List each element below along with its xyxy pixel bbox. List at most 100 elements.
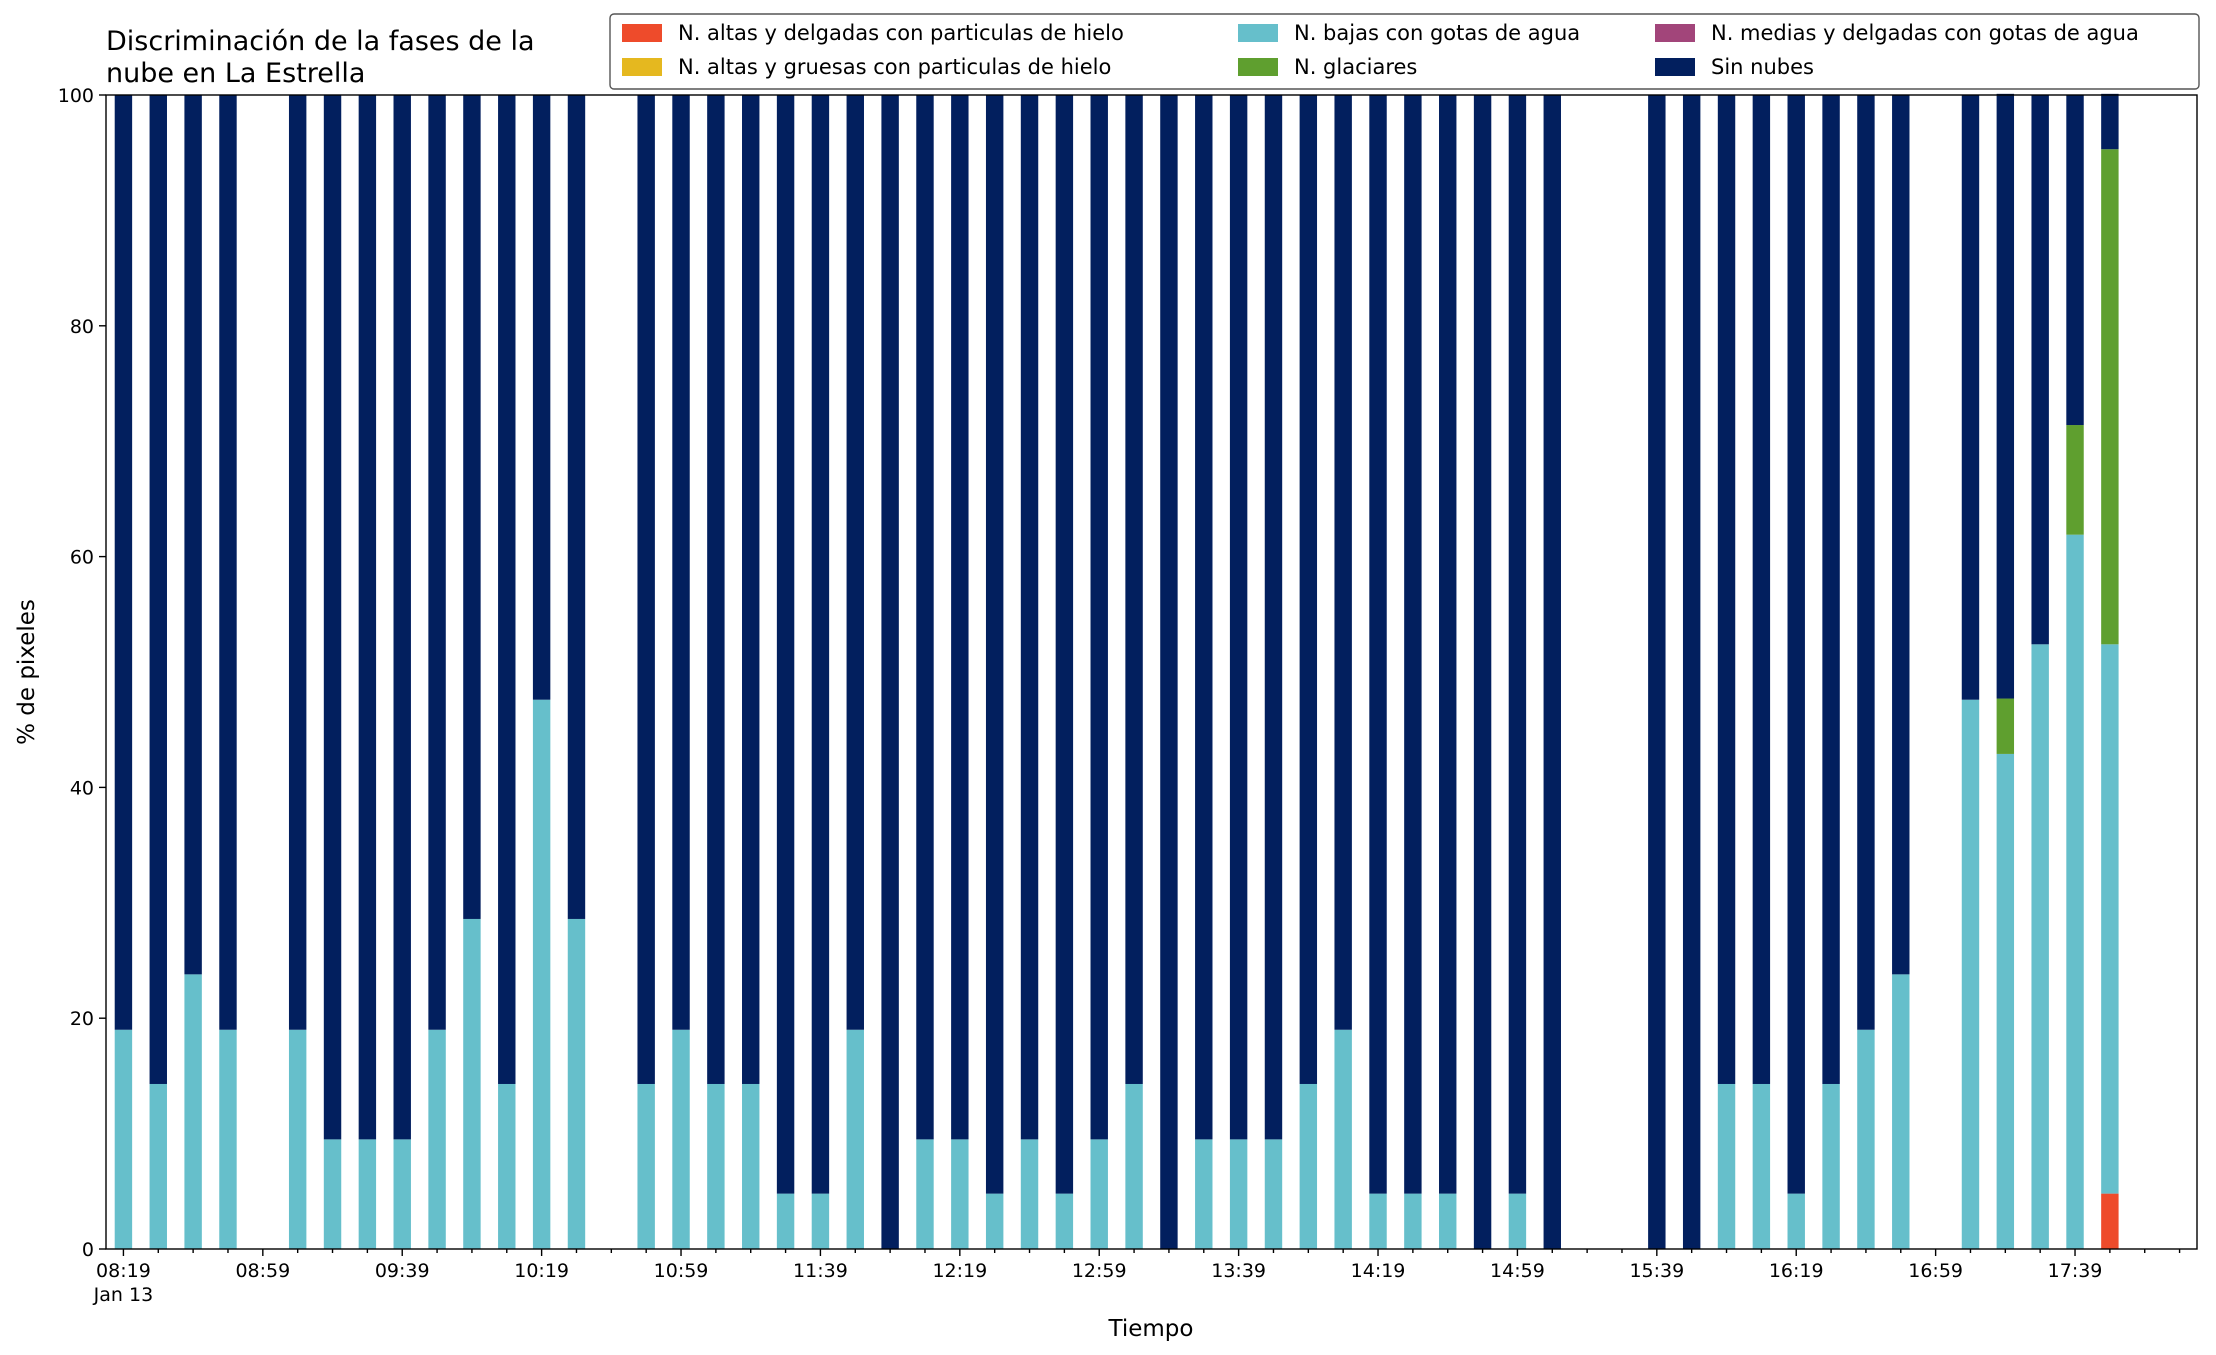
bar-segment bbox=[742, 95, 760, 1084]
bar-segment bbox=[672, 1029, 690, 1249]
chart-title: Discriminación de la fases de la bbox=[106, 26, 535, 57]
bar-segment bbox=[393, 95, 411, 1140]
legend-swatch bbox=[622, 24, 662, 42]
bar-segment bbox=[498, 95, 516, 1084]
bar-segment bbox=[1125, 95, 1143, 1084]
bar-segment bbox=[2101, 149, 2119, 645]
bar-segment bbox=[1961, 699, 1980, 1249]
bar-segment bbox=[1996, 93, 2015, 699]
bar-segment bbox=[358, 1139, 377, 1249]
bar-segment bbox=[846, 95, 864, 1030]
bar-segment bbox=[846, 1029, 864, 1249]
bar-segment bbox=[219, 1029, 237, 1249]
bar-segment bbox=[1996, 698, 2015, 754]
bar-segment bbox=[1717, 95, 1736, 1084]
x-tick-label: 08:19 bbox=[96, 1260, 151, 1282]
bar-segment bbox=[2101, 1193, 2119, 1249]
y-tick-label: 60 bbox=[70, 547, 94, 569]
bar-segment bbox=[2031, 95, 2049, 645]
x-tick-label: 08:59 bbox=[235, 1260, 290, 1282]
bar-segment bbox=[1090, 1139, 1108, 1249]
x-tick-label: 17:39 bbox=[2048, 1260, 2103, 1282]
y-tick-label: 20 bbox=[70, 1008, 94, 1030]
bar-segment bbox=[1822, 1083, 1840, 1249]
legend-swatch bbox=[1655, 58, 1695, 76]
bar-segment bbox=[1055, 95, 1074, 1194]
bar-segment bbox=[672, 95, 690, 1030]
x-tick-label: 10:59 bbox=[654, 1260, 709, 1282]
bar-segment bbox=[1195, 1139, 1213, 1249]
legend-label: Sin nubes bbox=[1711, 55, 1814, 79]
bar-segment bbox=[184, 95, 202, 975]
bar-segment bbox=[1996, 753, 2015, 1249]
bar-segment bbox=[114, 95, 133, 1030]
bar-segment bbox=[1404, 95, 1422, 1194]
bar-segment bbox=[323, 1139, 342, 1249]
y-axis-label: % de pixeles bbox=[14, 599, 40, 745]
bar-segment bbox=[184, 974, 202, 1249]
bar-segment bbox=[1892, 95, 1910, 975]
bar-segment bbox=[916, 1139, 934, 1249]
y-tick-label: 0 bbox=[82, 1239, 94, 1261]
x-tick-label: 13:39 bbox=[1211, 1260, 1266, 1282]
bar-segment bbox=[463, 95, 481, 919]
bar-segment bbox=[1229, 95, 1248, 1140]
bar-segment bbox=[2101, 93, 2119, 150]
bar-segment bbox=[1195, 95, 1213, 1140]
bar-segment bbox=[776, 1193, 795, 1249]
legend-label: N. bajas con gotas de agua bbox=[1294, 21, 1580, 45]
legend-label: N. glaciares bbox=[1294, 55, 1417, 79]
bar-segment bbox=[288, 1029, 307, 1249]
bar-segment bbox=[358, 95, 377, 1140]
bar-segment bbox=[707, 95, 725, 1084]
plot-frame bbox=[105, 94, 2198, 1250]
bar-segment bbox=[1508, 1193, 1527, 1249]
bar-segment bbox=[1857, 1029, 1875, 1249]
bar-segment bbox=[1020, 1139, 1039, 1249]
bar-segment bbox=[2066, 425, 2084, 535]
bar-segment bbox=[219, 95, 237, 1030]
bar-segment bbox=[985, 1193, 1004, 1249]
bar-segment bbox=[1752, 95, 1771, 1084]
bar-segment bbox=[881, 95, 899, 1249]
x-date-label: Jan 13 bbox=[93, 1284, 154, 1306]
bar-segment bbox=[1508, 95, 1527, 1194]
bar-segment bbox=[498, 1083, 516, 1249]
bar-segment bbox=[1752, 1083, 1771, 1249]
bar-segment bbox=[2101, 644, 2119, 1194]
bar-segment bbox=[2031, 644, 2049, 1249]
legend-box bbox=[609, 13, 2200, 90]
bar-segment bbox=[2066, 95, 2084, 426]
bar-segment bbox=[1857, 95, 1875, 1030]
x-tick-label: 12:19 bbox=[932, 1260, 987, 1282]
x-tick-label: 11:39 bbox=[793, 1260, 848, 1282]
bar-segment bbox=[1299, 95, 1318, 1084]
bar-segment bbox=[1717, 1083, 1736, 1249]
bar-segment bbox=[1160, 95, 1178, 1249]
bar-segment bbox=[637, 95, 655, 1084]
bar-segment bbox=[1264, 95, 1283, 1140]
legend-swatch bbox=[622, 58, 662, 76]
y-tick-label: 100 bbox=[58, 85, 94, 107]
bar-segment bbox=[1543, 95, 1561, 1249]
x-tick-label: 14:19 bbox=[1351, 1260, 1406, 1282]
bar-segment bbox=[149, 1083, 167, 1249]
x-tick-label: 10:19 bbox=[514, 1260, 569, 1282]
bar-segment bbox=[532, 95, 551, 700]
bar-segment bbox=[393, 1139, 411, 1249]
x-tick-label: 14:59 bbox=[1490, 1260, 1545, 1282]
bar-segment bbox=[1961, 95, 1980, 700]
legend-label: N. altas y delgadas con particulas de hi… bbox=[678, 21, 1124, 45]
bar-segment bbox=[637, 1083, 655, 1249]
bar-segment bbox=[1299, 1083, 1318, 1249]
x-tick-label: 12:59 bbox=[1072, 1260, 1127, 1282]
x-tick-label: 16:59 bbox=[1908, 1260, 1963, 1282]
bar-segment bbox=[1334, 1029, 1352, 1249]
bar-segment bbox=[1334, 95, 1352, 1030]
bar-segment bbox=[428, 95, 446, 1030]
bar-segment bbox=[707, 1083, 725, 1249]
bar-segment bbox=[1473, 95, 1492, 1249]
x-tick-label: 15:39 bbox=[1629, 1260, 1684, 1282]
bar-segment bbox=[811, 1193, 830, 1249]
